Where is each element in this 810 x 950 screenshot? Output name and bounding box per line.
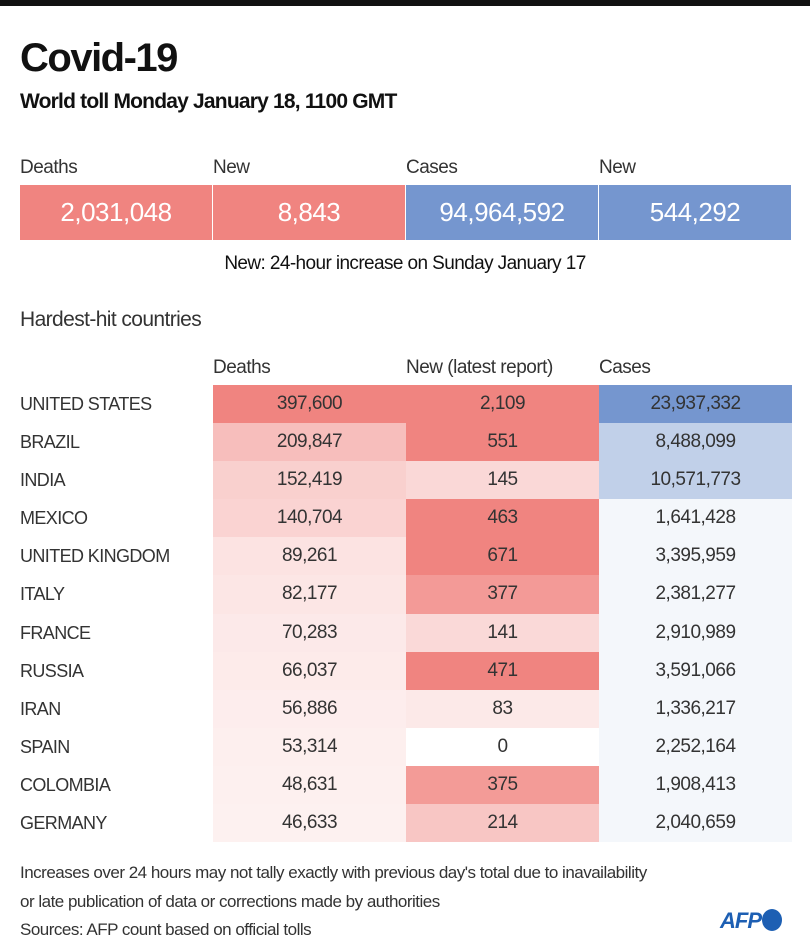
table-row: COLOMBIA 48,631 375 1,908,413 [0, 765, 810, 805]
afp-logo-dot [762, 909, 782, 931]
cases-cell: 10,571,773 [599, 461, 792, 500]
table-row: UNITED KINGDOM 89,261 671 3,395,959 [0, 537, 810, 576]
new-cell: 551 [406, 423, 599, 462]
country-name: GERMANY [20, 813, 107, 834]
cases-cell: 8,488,099 [599, 423, 792, 462]
afp-logo-text: AFP [720, 908, 762, 933]
country-name: RUSSIA [20, 660, 84, 681]
cases-cell: 1,641,428 [599, 499, 792, 538]
country-name: SPAIN [20, 736, 70, 757]
column-header-new: New (latest report) [406, 357, 553, 378]
deaths-cell: 140,704 [213, 499, 406, 538]
new-cell: 145 [406, 461, 599, 500]
total-new-deaths-value: 8,843 [213, 185, 405, 240]
new-cell: 214 [406, 804, 599, 843]
footnote-line-2: or late publication of data or correctio… [20, 892, 440, 911]
new-cell: 463 [406, 499, 599, 538]
footnote-line-1: Increases over 24 hours may not tally ex… [20, 863, 647, 882]
sources-line: Sources: AFP count based on official tol… [20, 920, 312, 939]
cases-cell: 2,252,164 [599, 727, 792, 766]
country-name: UNITED KINGDOM [20, 546, 170, 567]
new-cell: 375 [406, 765, 599, 805]
new-cell: 0 [406, 727, 599, 766]
country-name: INDIA [20, 470, 66, 491]
table-row: ITALY 82,177 377 2,381,277 [0, 575, 810, 614]
deaths-cell: 56,886 [213, 689, 406, 728]
deaths-cell: 66,037 [213, 651, 406, 690]
country-name: FRANCE [20, 622, 91, 643]
deaths-cell: 53,314 [213, 727, 406, 766]
new-cell: 83 [406, 689, 599, 728]
total-new-deaths-label: New [213, 157, 250, 178]
total-cases-label: Cases [406, 157, 458, 178]
deaths-cell: 89,261 [213, 537, 406, 576]
section-title: Hardest-hit countries [20, 308, 202, 331]
table-row: MEXICO 140,704 463 1,641,428 [0, 499, 810, 538]
total-new-cases-label: New [599, 157, 636, 178]
table-row: BRAZIL 209,847 551 8,488,099 [0, 423, 810, 462]
new-cell: 377 [406, 575, 599, 614]
table-row: FRANCE 70,283 141 2,910,989 [0, 613, 810, 652]
column-header-deaths: Deaths [213, 357, 271, 378]
total-cases-value: 94,964,592 [406, 185, 598, 240]
table-row: INDIA 152,419 145 10,571,773 [0, 461, 810, 500]
deaths-cell: 397,600 [213, 385, 406, 424]
cases-cell: 3,591,066 [599, 651, 792, 690]
cases-cell: 1,336,217 [599, 689, 792, 728]
country-table: UNITED STATES 397,600 2,109 23,937,332 BRAZI… [0, 385, 810, 843]
total-deaths-value: 2,031,048 [20, 185, 212, 240]
total-deaths-label: Deaths [20, 157, 78, 178]
cases-cell: 2,910,989 [599, 613, 792, 652]
country-name: MEXICO [20, 508, 88, 529]
deaths-cell: 70,283 [213, 613, 406, 652]
deaths-cell: 46,633 [213, 804, 406, 843]
column-header-cases: Cases [599, 357, 651, 378]
table-row: GERMANY 46,633 214 2,040,659 [0, 804, 810, 843]
totals-note: New: 24-hour increase on Sunday January … [224, 253, 586, 274]
table-row: IRAN 56,886 83 1,336,217 [0, 689, 810, 728]
country-name: IRAN [20, 698, 61, 719]
country-name: BRAZIL [20, 432, 80, 453]
country-name: COLOMBIA [20, 774, 111, 795]
cases-cell: 1,908,413 [599, 765, 792, 805]
cases-cell: 3,395,959 [599, 537, 792, 576]
deaths-cell: 82,177 [213, 575, 406, 614]
total-new-cases-value: 544,292 [599, 185, 791, 240]
afp-logo: AFP [720, 908, 782, 934]
deaths-cell: 48,631 [213, 765, 406, 805]
cases-cell: 23,937,332 [599, 385, 792, 424]
new-cell: 471 [406, 651, 599, 690]
new-cell: 141 [406, 613, 599, 652]
top-bar [0, 0, 810, 6]
deaths-cell: 152,419 [213, 461, 406, 500]
new-cell: 671 [406, 537, 599, 576]
country-name: ITALY [20, 584, 65, 605]
deaths-cell: 209,847 [213, 423, 406, 462]
table-row: SPAIN 53,314 0 2,252,164 [0, 727, 810, 766]
table-row: RUSSIA 66,037 471 3,591,066 [0, 651, 810, 690]
country-name: UNITED STATES [20, 394, 152, 414]
table-row: UNITED STATES 397,600 2,109 23,937,332 [0, 385, 810, 424]
page-title: Covid-19 [20, 36, 178, 80]
cases-cell: 2,040,659 [599, 804, 792, 843]
cases-cell: 2,381,277 [599, 575, 792, 614]
page-subtitle: World toll Monday January 18, 1100 GMT [20, 90, 397, 113]
new-cell: 2,109 [406, 385, 599, 424]
